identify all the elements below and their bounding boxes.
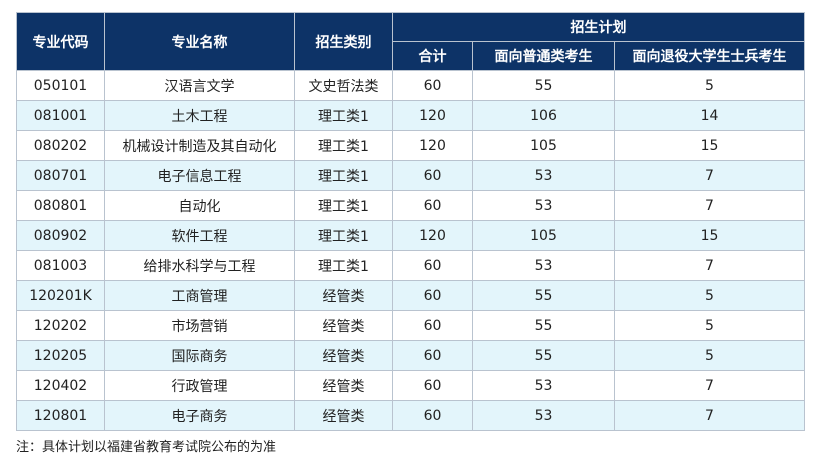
- header-total: 合计: [392, 41, 473, 71]
- cell-name: 工商管理: [104, 280, 295, 311]
- cell-veteran: 7: [614, 370, 805, 401]
- cell-category: 经管类: [294, 400, 393, 431]
- cell-total: 60: [392, 190, 473, 221]
- cell-general: 106: [472, 100, 615, 131]
- table-body: 050101 汉语言文学 文史哲法类 60 55 5 081001 土木工程 理工类1 120 10…: [16, 70, 805, 431]
- table-row: 120402 行政管理 经管类 60 53 7: [16, 370, 805, 401]
- cell-general: 53: [472, 190, 615, 221]
- cell-total: 60: [392, 250, 473, 281]
- header-name: 专业名称: [104, 12, 295, 71]
- cell-code: 080902: [16, 220, 105, 251]
- cell-total: 120: [392, 100, 473, 131]
- cell-veteran: 7: [614, 190, 805, 221]
- cell-name: 电子信息工程: [104, 160, 295, 191]
- cell-total: 60: [392, 340, 473, 371]
- cell-general: 105: [472, 220, 615, 251]
- cell-name: 国际商务: [104, 340, 295, 371]
- cell-general: 55: [472, 70, 615, 101]
- cell-category: 理工类1: [294, 130, 393, 161]
- cell-general: 53: [472, 160, 615, 191]
- header-plan: 招生计划: [392, 12, 805, 42]
- cell-veteran: 5: [614, 70, 805, 101]
- table-row: 081001 土木工程 理工类1 120 106 14: [16, 100, 805, 131]
- cell-code: 080202: [16, 130, 105, 161]
- cell-general: 55: [472, 340, 615, 371]
- cell-veteran: 7: [614, 400, 805, 431]
- cell-name: 给排水科学与工程: [104, 250, 295, 281]
- cell-code: 080801: [16, 190, 105, 221]
- table-row: 050101 汉语言文学 文史哲法类 60 55 5: [16, 70, 805, 101]
- cell-general: 53: [472, 250, 615, 281]
- cell-name: 市场营销: [104, 310, 295, 341]
- cell-general: 105: [472, 130, 615, 161]
- table-row: 080701 电子信息工程 理工类1 60 53 7: [16, 160, 805, 191]
- cell-code: 120201K: [16, 280, 105, 311]
- cell-code: 120801: [16, 400, 105, 431]
- cell-category: 经管类: [294, 280, 393, 311]
- cell-veteran: 5: [614, 310, 805, 341]
- cell-veteran: 7: [614, 250, 805, 281]
- cell-category: 理工类1: [294, 250, 393, 281]
- cell-category: 经管类: [294, 370, 393, 401]
- cell-category: 理工类1: [294, 190, 393, 221]
- cell-general: 55: [472, 280, 615, 311]
- cell-name: 土木工程: [104, 100, 295, 131]
- cell-category: 经管类: [294, 340, 393, 371]
- cell-name: 机械设计制造及其自动化: [104, 130, 295, 161]
- cell-general: 53: [472, 400, 615, 431]
- cell-code: 050101: [16, 70, 105, 101]
- header-code: 专业代码: [16, 12, 105, 71]
- table-row: 120202 市场营销 经管类 60 55 5: [16, 310, 805, 341]
- enrollment-plan-table: 专业代码 专业名称 招生类别 招生计划 合计 面向普通类考生 面向退役大学生士兵…: [16, 12, 805, 431]
- cell-code: 120205: [16, 340, 105, 371]
- table-row: 120801 电子商务 经管类 60 53 7: [16, 400, 805, 431]
- cell-total: 60: [392, 370, 473, 401]
- cell-veteran: 5: [614, 280, 805, 311]
- cell-code: 081003: [16, 250, 105, 281]
- cell-category: 文史哲法类: [294, 70, 393, 101]
- enrollment-plan-table-container: 专业代码 专业名称 招生类别 招生计划 合计 面向普通类考生 面向退役大学生士兵…: [16, 12, 805, 431]
- cell-name: 软件工程: [104, 220, 295, 251]
- table-row: 120201K 工商管理 经管类 60 55 5: [16, 280, 805, 311]
- cell-veteran: 7: [614, 160, 805, 191]
- cell-category: 理工类1: [294, 160, 393, 191]
- cell-total: 60: [392, 280, 473, 311]
- cell-category: 经管类: [294, 310, 393, 341]
- table-row: 080801 自动化 理工类1 60 53 7: [16, 190, 805, 221]
- cell-code: 081001: [16, 100, 105, 131]
- cell-category: 理工类1: [294, 220, 393, 251]
- cell-total: 120: [392, 130, 473, 161]
- cell-name: 行政管理: [104, 370, 295, 401]
- header-general: 面向普通类考生: [472, 41, 615, 71]
- cell-total: 60: [392, 160, 473, 191]
- cell-veteran: 5: [614, 340, 805, 371]
- header-veteran: 面向退役大学生士兵考生: [614, 41, 805, 71]
- cell-total: 60: [392, 400, 473, 431]
- cell-code: 080701: [16, 160, 105, 191]
- cell-general: 55: [472, 310, 615, 341]
- table-row: 080202 机械设计制造及其自动化 理工类1 120 105 15: [16, 130, 805, 161]
- cell-total: 60: [392, 310, 473, 341]
- cell-total: 60: [392, 70, 473, 101]
- cell-name: 电子商务: [104, 400, 295, 431]
- cell-veteran: 15: [614, 130, 805, 161]
- table-row: 080902 软件工程 理工类1 120 105 15: [16, 220, 805, 251]
- cell-general: 53: [472, 370, 615, 401]
- cell-name: 自动化: [104, 190, 295, 221]
- cell-name: 汉语言文学: [104, 70, 295, 101]
- cell-veteran: 14: [614, 100, 805, 131]
- footnote: 注：具体计划以福建省教育考试院公布的为准: [16, 440, 277, 455]
- cell-code: 120402: [16, 370, 105, 401]
- table-row: 120205 国际商务 经管类 60 55 5: [16, 340, 805, 371]
- cell-total: 120: [392, 220, 473, 251]
- table-row: 081003 给排水科学与工程 理工类1 60 53 7: [16, 250, 805, 281]
- cell-category: 理工类1: [294, 100, 393, 131]
- table-header: 专业代码 专业名称 招生类别 招生计划 合计 面向普通类考生 面向退役大学生士兵…: [16, 12, 805, 71]
- header-category: 招生类别: [294, 12, 393, 71]
- cell-veteran: 15: [614, 220, 805, 251]
- cell-code: 120202: [16, 310, 105, 341]
